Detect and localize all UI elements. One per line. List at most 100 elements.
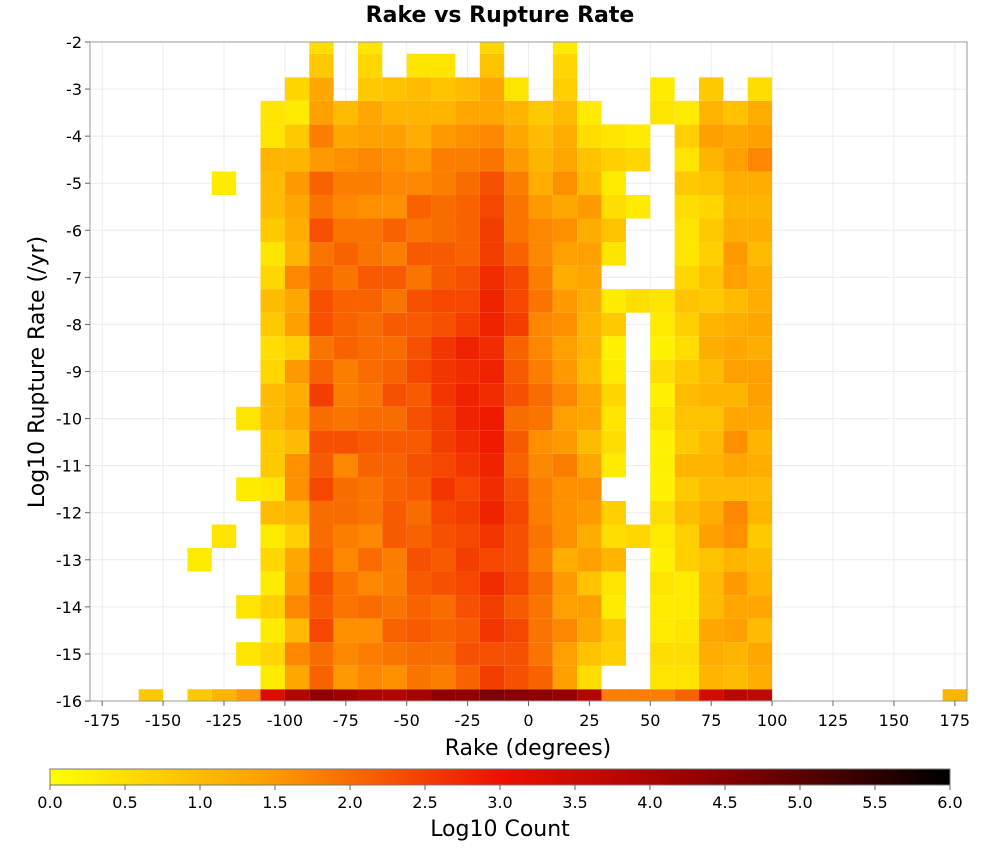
heatmap-cell: [357, 618, 383, 643]
y-tick-label: -2: [66, 33, 82, 52]
heatmap-cell: [504, 336, 529, 360]
heatmap-cell: [309, 595, 334, 619]
heatmap-cell: [747, 265, 773, 290]
heatmap-cell: [431, 194, 456, 219]
heatmap-cell: [309, 312, 334, 337]
heatmap-cell: [601, 430, 626, 454]
heatmap-cell: [357, 265, 383, 290]
heatmap-cell: [455, 430, 480, 454]
x-tick-label: -175: [84, 711, 120, 730]
heatmap-cell: [479, 289, 505, 313]
heatmap-cell: [357, 336, 383, 360]
heatmap-cell: [552, 595, 578, 619]
heatmap-cell: [260, 194, 285, 219]
heatmap-cell: [528, 336, 553, 360]
heatmap-cell: [333, 218, 358, 243]
heatmap-cell: [723, 383, 748, 407]
heatmap-cell: [406, 265, 432, 290]
heatmap-cell: [382, 477, 407, 501]
colorbar-tick-label: 4.5: [712, 793, 737, 812]
heatmap-cell: [674, 571, 700, 596]
heatmap-cell: [187, 689, 212, 701]
heatmap-cell: [236, 406, 261, 431]
heatmap-cell: [236, 477, 261, 501]
heatmap-cell: [284, 430, 310, 454]
heatmap-cell: [309, 453, 334, 478]
heatmap-cell: [284, 548, 310, 572]
heatmap-cell: [455, 289, 480, 313]
heatmap-cell: [455, 477, 480, 501]
heatmap-cell: [455, 242, 480, 266]
heatmap-cell: [309, 77, 334, 101]
heatmap-cell: [577, 524, 602, 549]
heatmap-cell: [211, 524, 237, 549]
heatmap-cell: [431, 548, 456, 572]
heatmap-cell: [528, 265, 553, 290]
heatmap-cell: [504, 453, 529, 478]
heatmap-cell: [260, 383, 285, 407]
heatmap-cell: [284, 689, 310, 701]
heatmap-cell: [211, 689, 237, 701]
heatmap-cell: [723, 500, 748, 525]
heatmap-cell: [333, 194, 358, 219]
heatmap-cell: [333, 100, 358, 125]
colorbar-tick-label: 1.5: [262, 793, 287, 812]
heatmap-cell: [552, 430, 578, 454]
heatmap-cell: [577, 147, 602, 172]
heatmap-cell: [479, 77, 505, 101]
heatmap-cell: [455, 689, 480, 701]
heatmap-cell: [601, 571, 626, 596]
heatmap-cell: [699, 171, 724, 195]
heatmap-cell: [382, 312, 407, 337]
heatmap-cell: [625, 194, 651, 219]
heatmap-cell: [723, 336, 748, 360]
heatmap-cell: [723, 406, 748, 431]
heatmap-cell: [625, 147, 651, 172]
heatmap-cell: [528, 312, 553, 337]
heatmap-cell: [406, 53, 432, 78]
heatmap-cell: [479, 336, 505, 360]
heatmap-cell: [504, 312, 529, 337]
heatmap-cell: [504, 100, 529, 125]
heatmap-cell: [650, 289, 675, 313]
heatmap-cell: [479, 430, 505, 454]
heatmap-cell: [747, 77, 773, 101]
heatmap-cell: [650, 312, 675, 337]
colorbar-tick-label: 5.0: [787, 793, 812, 812]
heatmap-cell: [479, 218, 505, 243]
heatmap-cell: [431, 665, 456, 690]
heatmap-cell: [504, 359, 529, 384]
heatmap-cell: [406, 383, 432, 407]
heatmap-cell: [406, 218, 432, 243]
heatmap-cell: [552, 242, 578, 266]
heatmap-cell: [552, 618, 578, 643]
heatmap-cell: [357, 689, 383, 701]
heatmap-cell: [552, 289, 578, 313]
heatmap-cell: [699, 477, 724, 501]
y-tick-label: -4: [66, 127, 82, 146]
heatmap-cell: [552, 642, 578, 666]
heatmap-cell: [284, 595, 310, 619]
heatmap-cell: [357, 548, 383, 572]
heatmap-cell: [406, 430, 432, 454]
heatmap-cell: [528, 477, 553, 501]
heatmap-cell: [650, 618, 675, 643]
heatmap-cell: [406, 194, 432, 219]
heatmap-cell: [406, 500, 432, 525]
colorbar-tick-label: 2.5: [412, 793, 437, 812]
heatmap-cell: [455, 77, 480, 101]
heatmap-cell: [723, 642, 748, 666]
heatmap-cell: [357, 430, 383, 454]
heatmap-cell: [504, 500, 529, 525]
heatmap-cell: [747, 406, 773, 431]
y-tick-label: -13: [56, 551, 82, 570]
heatmap-cell: [138, 689, 164, 701]
heatmap-cell: [650, 689, 675, 701]
heatmap-cell: [479, 689, 505, 701]
heatmap-cell: [601, 453, 626, 478]
heatmap-cell: [455, 100, 480, 125]
heatmap-cell: [674, 453, 700, 478]
heatmap-cell: [333, 336, 358, 360]
heatmap-cell: [577, 406, 602, 431]
